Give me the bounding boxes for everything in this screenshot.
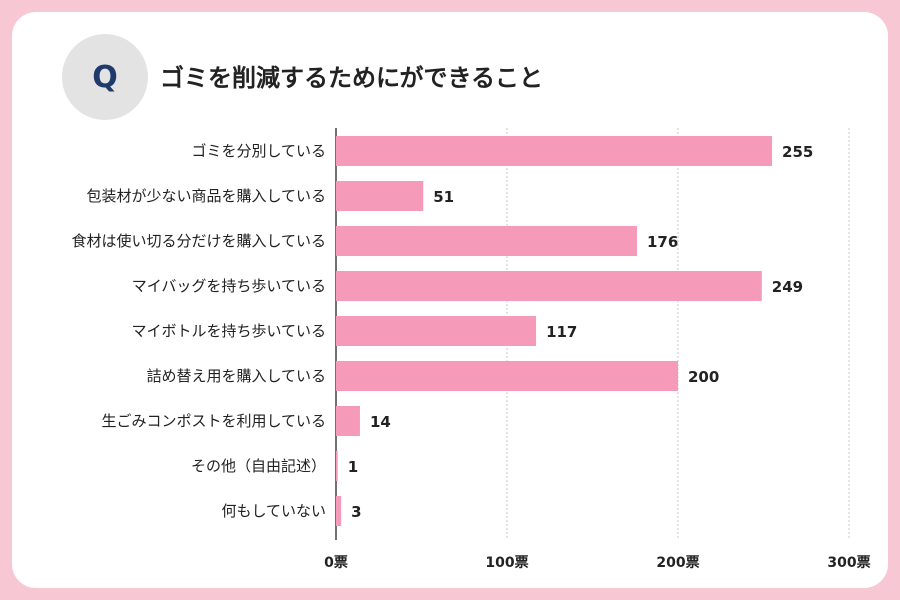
category-label: 詰め替え用を購入している [146, 367, 326, 385]
value-label: 1 [348, 458, 358, 476]
category-label: その他（自由記述） [191, 457, 326, 475]
category-label: 生ごみコンポストを利用している [101, 412, 326, 430]
x-tick-label: 300票 [827, 555, 870, 571]
value-label: 14 [370, 413, 391, 431]
category-label: ゴミを分別している [191, 142, 326, 160]
value-label: 3 [351, 503, 361, 521]
value-label: 255 [782, 143, 813, 161]
bar [336, 316, 537, 346]
bar [336, 406, 360, 436]
value-label: 51 [433, 188, 454, 206]
bar [336, 496, 342, 526]
category-label: 食材は使い切る分だけを購入している [71, 232, 326, 250]
bar [336, 181, 424, 211]
x-tick-label: 100票 [485, 555, 528, 571]
question-badge: Q [62, 34, 148, 120]
value-label: 200 [688, 368, 719, 386]
value-label: 249 [772, 278, 803, 296]
category-label: 何もしていない [221, 502, 326, 520]
value-label: 117 [546, 323, 577, 341]
category-label: マイバッグを持ち歩いている [132, 277, 326, 295]
bar [336, 361, 678, 391]
bar [336, 451, 338, 481]
value-label: 176 [647, 233, 678, 251]
x-tick-label: 0票 [324, 555, 348, 571]
x-tick-label: 200票 [656, 555, 699, 571]
bar [336, 226, 637, 256]
category-label: 包装材が少ない商品を購入している [86, 187, 326, 205]
chart-title: ゴミを削減するためにができること [160, 64, 544, 92]
bar [336, 136, 773, 166]
category-label: マイボトルを持ち歩いている [131, 322, 326, 340]
bar [336, 271, 762, 301]
